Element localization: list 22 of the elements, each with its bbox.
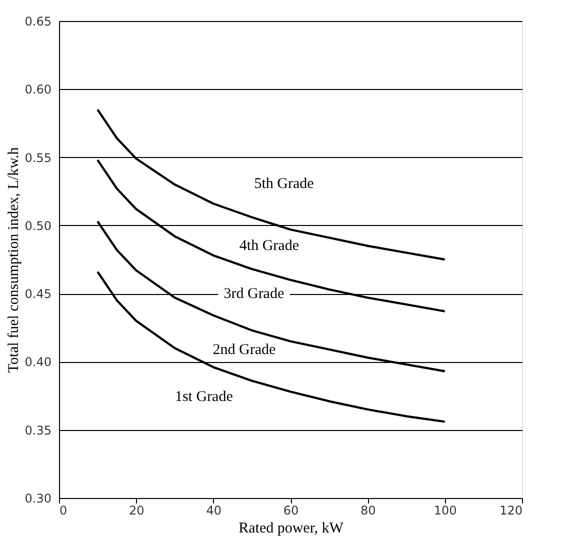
y-tick-label: 0.30 [24, 492, 52, 506]
y-tick-label: 0.50 [24, 218, 52, 233]
x-tick-label: 0 [60, 504, 68, 518]
annotation: 4th Grade [239, 238, 300, 254]
x-tick-label: 20 [129, 504, 144, 518]
y-tick-label: 0.60 [24, 82, 52, 97]
x-axis-title: Rated power, kW [238, 520, 344, 536]
x-tick-label: 40 [206, 504, 222, 518]
annotation: 1st Grade [174, 388, 234, 405]
annotation: 2nd Grade [212, 342, 276, 358]
y-tick-label: 0.65 [24, 14, 52, 28]
y-tick-label: 0.35 [24, 423, 52, 438]
y-axis-title: Total fuel consumption index, L/kw.h [6, 146, 22, 373]
y-tick-label: 0.55 [24, 150, 52, 165]
y-tick-label: 0.40 [24, 355, 52, 370]
annotation: 3rd Grade [224, 286, 284, 302]
x-tick-label: 60 [283, 504, 299, 518]
annotation: 5th Grade [254, 176, 314, 192]
y-tick-label: 0.45 [24, 287, 52, 302]
x-tick-label: 100 [434, 504, 457, 518]
x-tick-label: 80 [360, 504, 376, 518]
x-tick-label: 120 [500, 504, 522, 518]
